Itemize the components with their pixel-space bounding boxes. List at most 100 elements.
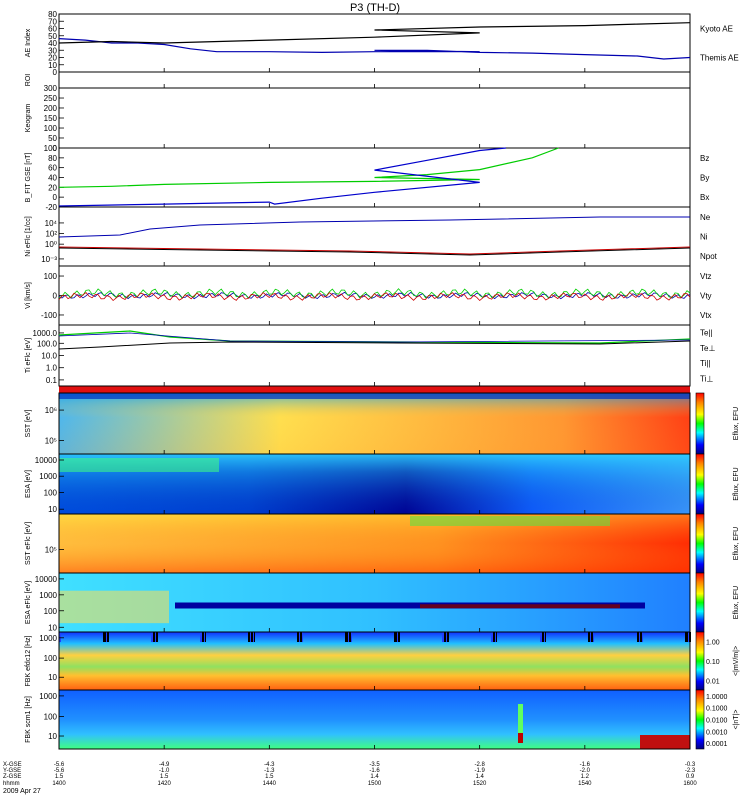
y-tick-label: 40	[48, 39, 57, 48]
legend-entry: Ni	[700, 233, 708, 242]
y-tick-label: 30	[48, 46, 57, 55]
series-line	[58, 147, 559, 188]
spectrogram-stripe	[297, 632, 299, 642]
spectrogram-feature	[518, 733, 523, 743]
y-tick-label: 10	[48, 673, 57, 682]
footer-value: -0.3	[685, 762, 696, 768]
y-tick-label: 60	[48, 164, 57, 173]
y-tick-label: 10	[48, 623, 57, 632]
series-line	[58, 147, 507, 207]
y-tick-label: 0	[53, 144, 58, 153]
series-line	[58, 340, 691, 350]
y-tick-label: 10	[48, 505, 57, 514]
footer-value: -1.3	[264, 768, 275, 774]
spectrogram-band	[420, 604, 620, 609]
y-tick-label: 200	[44, 104, 58, 113]
legend-entry: Te⊥	[700, 344, 715, 353]
colorbar-tick-label: 0.0100	[706, 718, 728, 725]
plot-title: P3 (TH-D)	[350, 2, 400, 14]
footer-row-label: Z-GSE	[3, 774, 21, 780]
series-line	[58, 247, 691, 256]
y-tick-label: 1.0	[46, 364, 58, 373]
legend-entry: Npot	[700, 252, 718, 261]
footer-value: -5.6	[54, 762, 65, 768]
y-axis-label: Ni eFlc [1/cc]	[25, 216, 32, 257]
y-tick-label: 100	[44, 144, 58, 153]
legend-entry: Kyoto AE	[700, 25, 733, 34]
colorbar	[695, 572, 705, 633]
footer-value: 1600	[683, 781, 697, 787]
y-tick-label: 300	[44, 84, 58, 93]
y-tick-label: 0	[53, 193, 58, 202]
spectrogram-stripe	[442, 632, 444, 642]
colorbar-tick-label: 1.00	[706, 640, 720, 647]
series-line	[58, 330, 691, 344]
footer-value: 1.4	[475, 774, 484, 780]
footer-value: -1.6	[580, 762, 591, 768]
y-tick-label: -100	[41, 311, 58, 320]
y-tick-label: 1000	[39, 634, 57, 643]
footer-value: 1400	[52, 781, 66, 787]
y-tick-label: 50	[48, 134, 57, 143]
spectrogram-stripe	[151, 632, 153, 642]
y-tick-label: 10	[48, 732, 57, 741]
y-axis-label: Vi [km/s]	[25, 282, 32, 309]
footer-value: -1.0	[159, 768, 170, 774]
spectrogram-stripe	[345, 632, 347, 642]
legend-entry: Ti⊥	[700, 374, 713, 383]
y-tick-label: 10⁶	[45, 406, 57, 415]
panel-roi: ROI	[25, 71, 691, 89]
colorbar-label: <|mV/m|>	[733, 646, 740, 676]
panel-fbk_b: 10 100 1000 FBK scm1 [Hz] <|nT|> 0.0001 0.0010…	[25, 689, 740, 750]
footer-value: 1540	[578, 781, 592, 787]
footer-value: 1.5	[55, 774, 64, 780]
y-tick-label: 100	[44, 607, 58, 616]
footer-value: 1.5	[160, 774, 169, 780]
footer-row-label: Y-GSE	[3, 768, 21, 774]
footer-row-label: X-GSE	[3, 762, 22, 768]
legend-entry: By	[700, 174, 709, 183]
y-tick-label: 10²	[45, 230, 57, 239]
y-tick-label: 100	[44, 272, 58, 281]
spectrogram-stripe	[491, 632, 493, 642]
y-axis-label: Ti eFlc [eV]	[25, 338, 32, 373]
footer-value: 1.2	[581, 774, 590, 780]
spectrogram-feature	[640, 735, 690, 749]
spectrogram-overlay	[59, 393, 690, 454]
spectrogram-stripe	[248, 632, 250, 642]
y-tick-label: 80	[48, 10, 57, 19]
y-tick-label: 100	[44, 488, 58, 497]
y-tick-label: 50	[48, 32, 57, 41]
spectrogram-topband	[59, 393, 690, 399]
y-tick-label: 10000	[35, 456, 58, 465]
footer-value: -1.9	[474, 768, 485, 774]
y-tick-label: 1000	[39, 591, 57, 600]
series-line	[58, 216, 690, 238]
colorbar-tick-label: 0.0010	[706, 729, 728, 736]
y-tick-label: 100.0	[37, 339, 58, 348]
spectrogram-stripe	[103, 632, 105, 642]
footer-value: -4.9	[159, 762, 170, 768]
colorbar-label: <|nT|>	[733, 710, 740, 730]
series-line	[58, 22, 691, 44]
footer-value: 1420	[157, 781, 171, 787]
colorbar-tick-label: 1.0000	[706, 694, 728, 701]
colorbar-tick-label: 0.10	[706, 659, 720, 666]
legend-entry: Ne	[700, 213, 711, 222]
legend-entry: Vty	[700, 292, 712, 301]
y-tick-label: 10000	[35, 575, 58, 584]
y-axis-label: FBK efdc12 [Hz]	[25, 635, 32, 686]
y-axis-label: B_FIT GSE [nT]	[25, 153, 32, 203]
spectrogram-fbk-e	[59, 632, 690, 690]
footer-value: 1440	[263, 781, 277, 787]
y-tick-label: 100	[44, 713, 58, 722]
y-tick-label: 0.1	[46, 376, 58, 385]
footer-value: -4.3	[264, 762, 275, 768]
series-line	[58, 246, 691, 255]
y-tick-label: 10⁻³	[41, 255, 57, 264]
spectrogram-feature	[59, 590, 169, 624]
y-axis-label: FBK scm1 [Hz]	[25, 696, 32, 743]
footer-value: -2.3	[685, 768, 696, 774]
y-axis-label: Keogram	[25, 104, 32, 133]
